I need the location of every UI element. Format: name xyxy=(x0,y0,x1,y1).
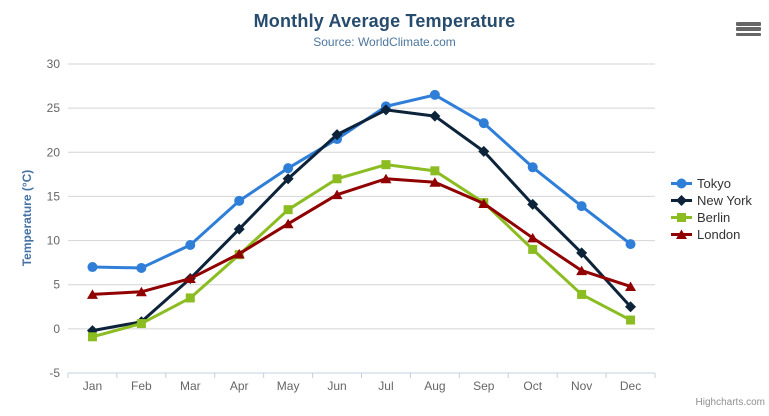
series-new-york xyxy=(86,104,637,337)
data-point-berlin[interactable] xyxy=(528,244,538,254)
y-axis-label: 0 xyxy=(53,322,60,336)
data-point-london[interactable] xyxy=(380,173,392,184)
data-point-tokyo[interactable] xyxy=(625,239,636,250)
data-point-london[interactable] xyxy=(527,232,539,243)
x-axis-label: Nov xyxy=(571,379,592,393)
y-axis-label: 15 xyxy=(47,189,61,203)
data-point-berlin[interactable] xyxy=(136,319,146,329)
series-london xyxy=(86,173,637,299)
data-point-berlin[interactable] xyxy=(332,174,342,184)
export-menu-button[interactable] xyxy=(735,21,762,37)
data-point-tokyo[interactable] xyxy=(136,262,147,273)
x-axis-label: Mar xyxy=(180,379,201,393)
data-point-new-york[interactable] xyxy=(331,129,343,141)
y-axis-label: 30 xyxy=(47,57,61,71)
legend-label: London xyxy=(697,227,741,242)
data-point-new-york[interactable] xyxy=(576,247,588,259)
legend-label: New York xyxy=(697,193,752,208)
legend-item-london[interactable]: London xyxy=(671,226,752,243)
legend-symbol-triangle-icon xyxy=(671,229,692,239)
data-point-new-york[interactable] xyxy=(429,110,441,122)
y-axis-label: 25 xyxy=(47,101,61,115)
series-tokyo xyxy=(87,89,636,273)
series-line-new-york[interactable] xyxy=(90,108,633,333)
data-point-berlin[interactable] xyxy=(626,315,636,325)
highcharts-credits-link[interactable]: Highcharts.com xyxy=(695,397,765,408)
legend-marker-new-york xyxy=(676,195,687,206)
data-point-london[interactable] xyxy=(282,218,294,229)
x-axis-label: Jun xyxy=(327,379,346,393)
x-axis-label: Sep xyxy=(473,379,495,393)
data-point-berlin[interactable] xyxy=(87,332,97,342)
data-point-berlin[interactable] xyxy=(430,166,440,176)
hamburger-menu-icon xyxy=(736,22,761,26)
series-line-berlin[interactable] xyxy=(90,163,633,339)
data-point-london[interactable] xyxy=(625,281,637,291)
series-line-london[interactable] xyxy=(90,177,633,296)
data-point-tokyo[interactable] xyxy=(576,201,587,212)
legend-item-new-york[interactable]: New York xyxy=(671,192,752,209)
x-axis-label: Dec xyxy=(620,379,641,393)
legend-item-berlin[interactable]: Berlin xyxy=(671,209,752,226)
data-point-new-york[interactable] xyxy=(478,145,490,157)
data-point-tokyo[interactable] xyxy=(429,89,440,100)
data-point-new-york[interactable] xyxy=(625,301,637,313)
x-axis-label: Feb xyxy=(131,379,152,393)
y-axis-label: 20 xyxy=(47,145,61,159)
legend-marker-tokyo xyxy=(676,178,687,189)
y-axis-label: 5 xyxy=(53,278,60,292)
legend: Tokyo New York Berlin London xyxy=(671,175,752,243)
x-axis-label: Aug xyxy=(424,379,445,393)
data-point-london[interactable] xyxy=(429,177,441,187)
data-point-tokyo[interactable] xyxy=(527,162,538,173)
y-axis-title: Temperature (°C) xyxy=(20,169,34,267)
data-point-berlin[interactable] xyxy=(381,160,391,170)
data-point-tokyo[interactable] xyxy=(283,163,294,174)
data-point-new-york[interactable] xyxy=(380,104,392,116)
data-point-berlin[interactable] xyxy=(185,293,195,303)
legend-symbol-circle-icon xyxy=(671,178,692,189)
legend-label: Tokyo xyxy=(697,176,731,191)
data-point-london[interactable] xyxy=(478,198,490,208)
legend-marker-berlin xyxy=(677,213,686,222)
data-point-new-york[interactable] xyxy=(527,198,539,210)
y-axis-label: -5 xyxy=(49,366,60,380)
data-point-new-york[interactable] xyxy=(282,173,294,185)
x-axis-label: Apr xyxy=(230,379,249,393)
hamburger-menu-icon xyxy=(736,32,761,36)
legend-label: Berlin xyxy=(697,210,731,225)
x-axis-label: Oct xyxy=(523,379,542,393)
data-point-london[interactable] xyxy=(233,248,245,259)
data-point-tokyo[interactable] xyxy=(185,239,196,250)
data-point-london[interactable] xyxy=(576,265,588,276)
legend-item-tokyo[interactable]: Tokyo xyxy=(671,175,752,192)
data-point-london[interactable] xyxy=(86,289,98,299)
x-axis-label: Jul xyxy=(378,379,393,393)
data-point-berlin[interactable] xyxy=(283,205,293,215)
data-point-new-york[interactable] xyxy=(233,223,245,235)
legend-symbol-diamond-icon xyxy=(671,195,692,206)
x-axis-label: May xyxy=(277,379,300,393)
legend-marker-london xyxy=(676,229,687,239)
y-axis-label: 10 xyxy=(47,234,61,248)
chart-subtitle: Source: WorldClimate.com xyxy=(313,35,456,49)
chart-title: Monthly Average Temperature xyxy=(253,11,516,31)
data-point-london[interactable] xyxy=(184,273,196,284)
data-point-tokyo[interactable] xyxy=(87,262,98,273)
data-point-london[interactable] xyxy=(135,286,147,297)
x-axis-label: Jan xyxy=(83,379,102,393)
hamburger-menu-icon xyxy=(736,27,761,31)
data-point-tokyo[interactable] xyxy=(478,118,489,129)
data-point-tokyo[interactable] xyxy=(234,195,245,206)
data-point-london[interactable] xyxy=(331,189,343,200)
legend-symbol-square-icon xyxy=(671,213,692,222)
data-point-berlin[interactable] xyxy=(577,289,587,299)
